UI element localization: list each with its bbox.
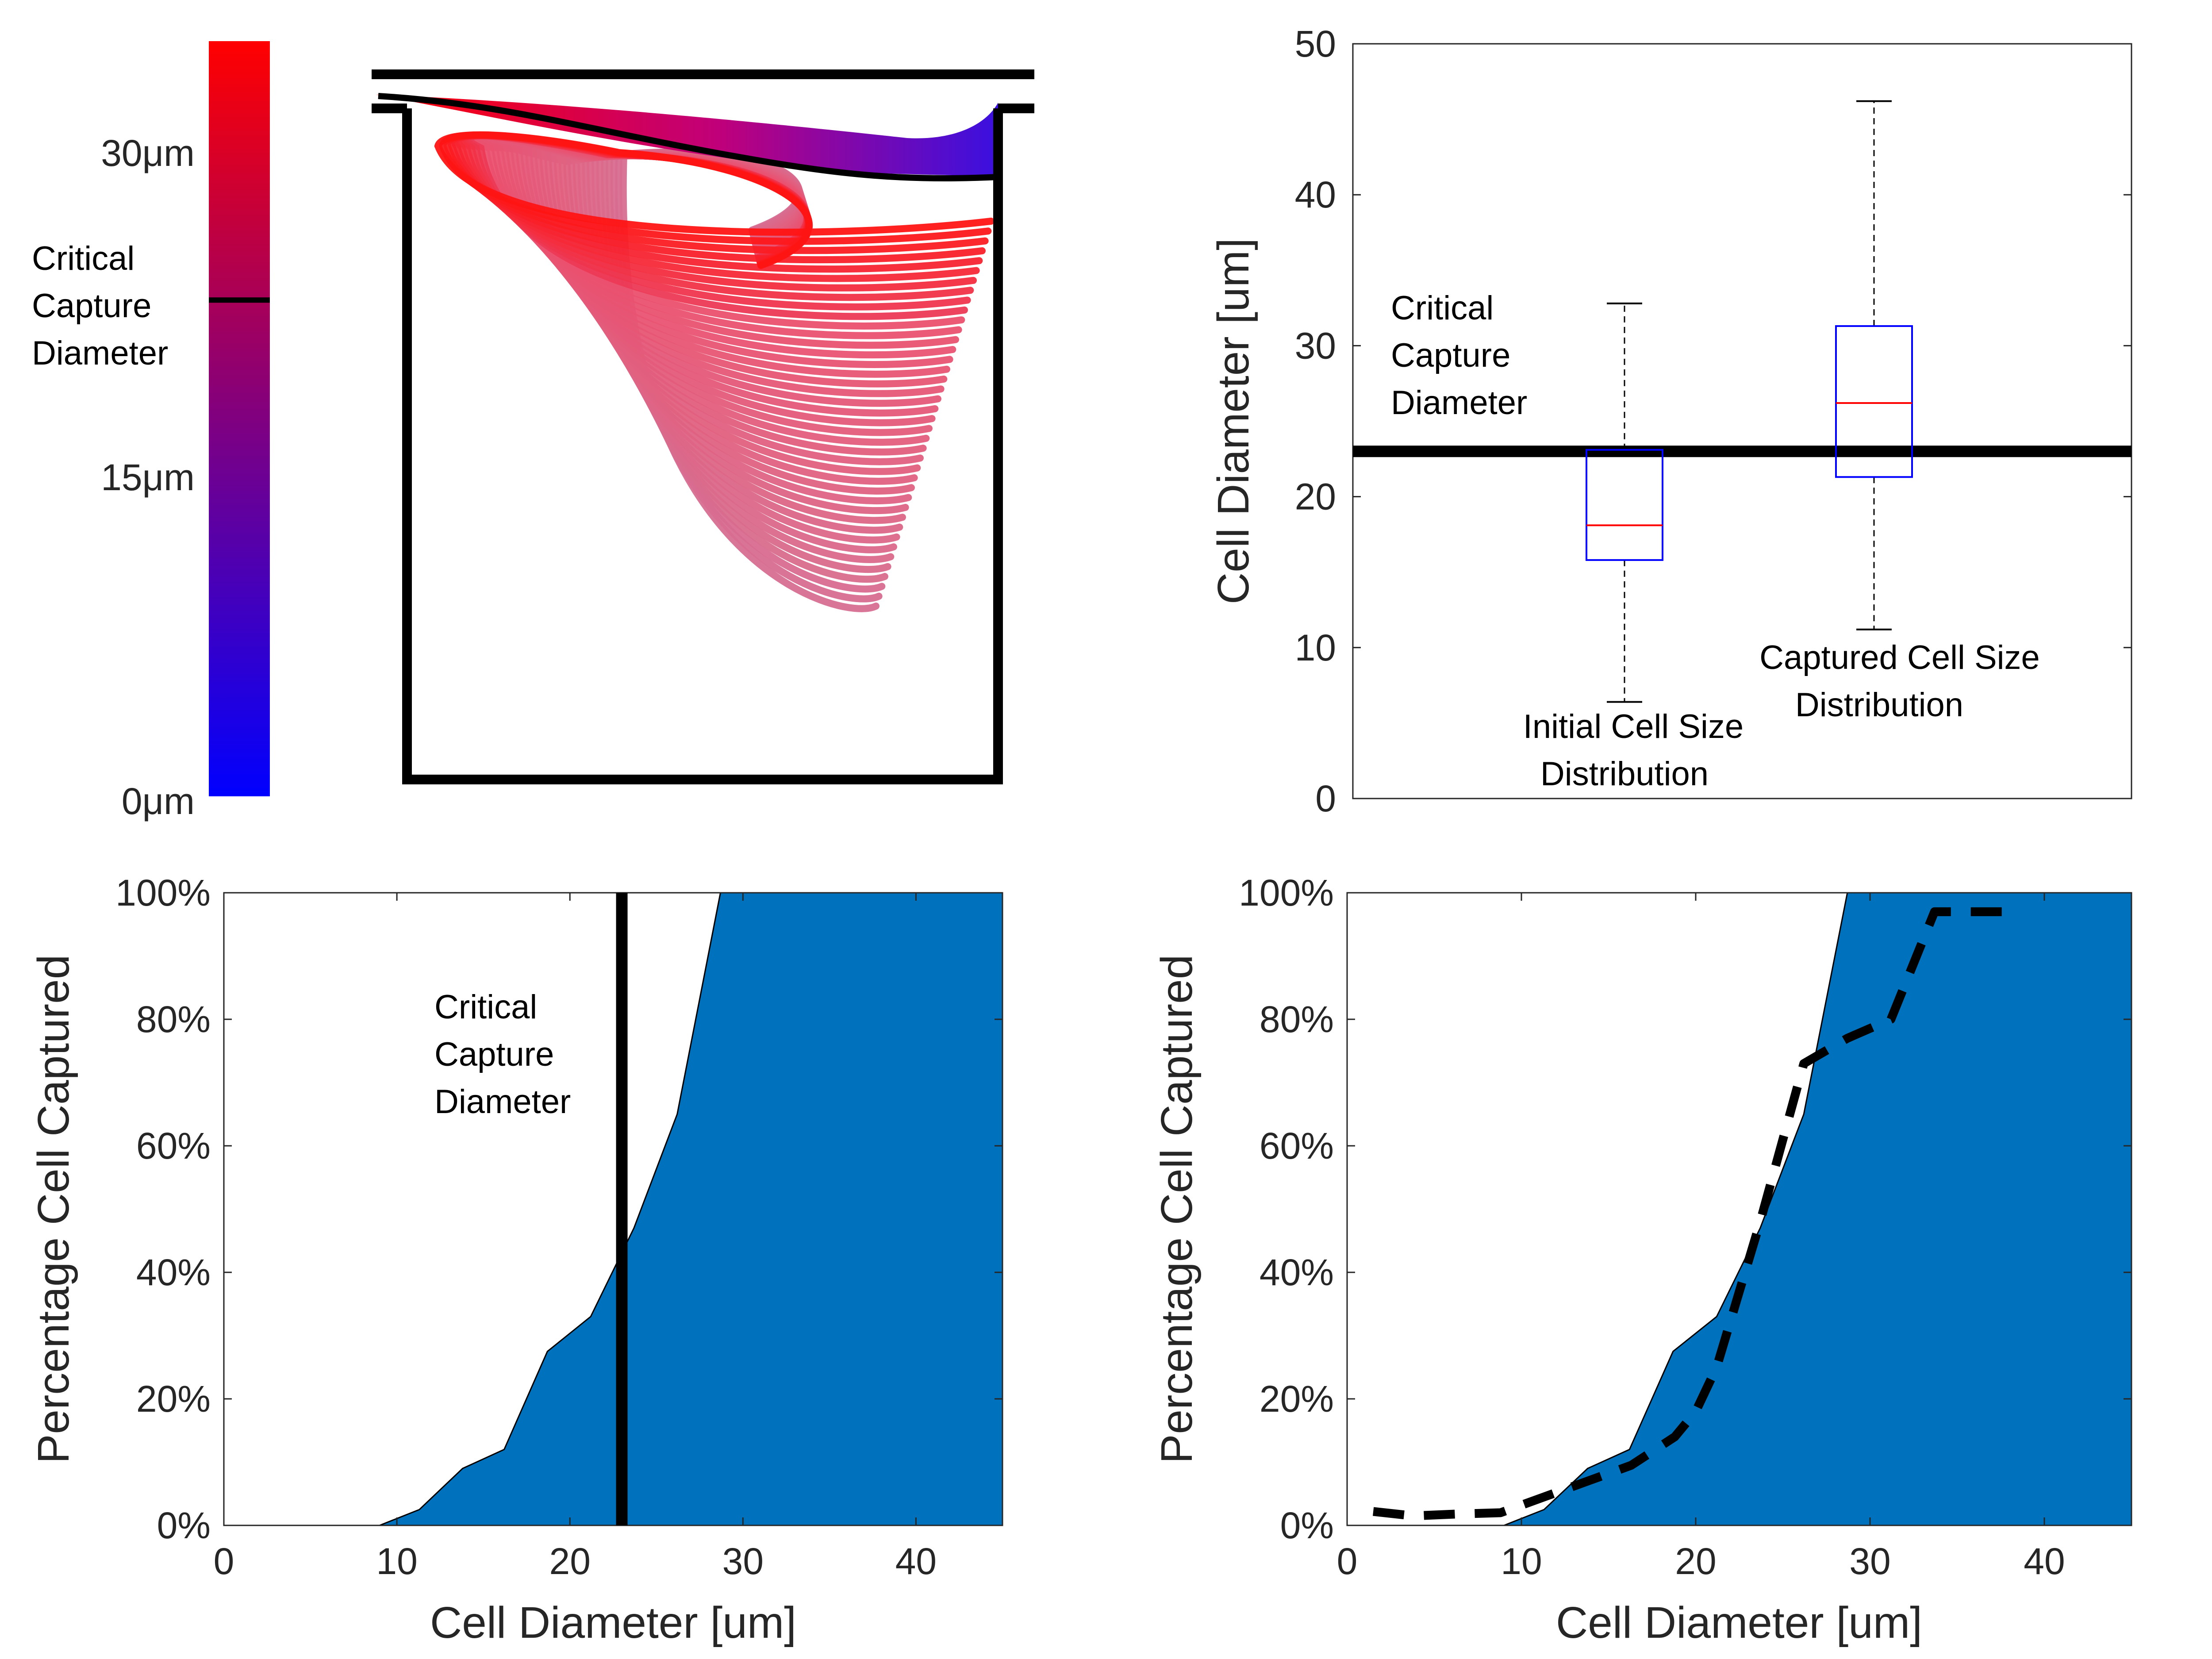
x-tick-label: 0 (214, 1540, 234, 1582)
x-tick-label: 30 (1849, 1540, 1890, 1582)
box-iqr (1835, 325, 1913, 478)
colorbar-tick-label: 15μm (101, 457, 195, 498)
x-tick-label: 0 (1337, 1540, 1358, 1582)
colorbar-annotation-line: Critical (32, 240, 134, 277)
captured-distribution-label: Captured Cell Size (1759, 639, 2040, 676)
box-captured (1835, 100, 1913, 630)
y-tick-label: 40% (1260, 1252, 1334, 1293)
x-tick-label: 20 (1675, 1540, 1716, 1582)
y-tick-label: 40% (136, 1252, 211, 1293)
y-tick-label: 100% (1239, 872, 1334, 914)
boxplot-annotation-line: Critical (1391, 289, 1494, 327)
boxplot-y-tick-label: 0 (1315, 778, 1336, 819)
y-tick-label: 60% (136, 1125, 211, 1167)
y-tick-label: 20% (136, 1378, 211, 1420)
trajectory-panel (372, 69, 1034, 784)
boxplot-y-tick-label: 30 (1295, 325, 1336, 366)
y-tick-label: 60% (1260, 1125, 1334, 1167)
trajectory-bundle (434, 131, 995, 612)
capture-area-left-panel: 0 10 20 30 40 0% 20% 40% 60% 80% 100% Cell Diamete… (29, 872, 1003, 1647)
y-tick-label: 0% (157, 1505, 211, 1546)
colorbar-annotation-line: Capture (32, 287, 151, 325)
capture-area-right-fill (1373, 892, 2132, 1526)
capture-area-right-x-axis-label: Cell Diameter [um] (1556, 1598, 1922, 1647)
capture-area-right-axes-frame (1346, 892, 2132, 1526)
boxplot-y-tick-label: 50 (1295, 23, 1336, 65)
x-tick-label: 30 (722, 1540, 764, 1582)
x-tick-label: 10 (376, 1540, 417, 1582)
initial-distribution-label: Initial Cell Size (1523, 708, 1743, 745)
trajectory-path (434, 131, 995, 269)
capture-area-left-x-axis-label: Cell Diameter [um] (430, 1598, 796, 1647)
x-tick-label: 40 (2024, 1540, 2065, 1582)
boxplot-y-axis-label: Cell Diameter [um] (1209, 238, 1258, 604)
capture-area-left-annotation-line: Diameter (434, 1083, 571, 1121)
colorbar-annotation-line: Diameter (32, 334, 168, 372)
colorbar-tick-label: 0μm (122, 780, 195, 822)
y-tick-label: 80% (1260, 998, 1334, 1040)
y-tick-label: 20% (1260, 1378, 1334, 1420)
colorbar (209, 41, 270, 796)
boxplot-y-tick-label: 10 (1295, 627, 1336, 668)
x-tick-label: 10 (1501, 1540, 1542, 1582)
y-tick-label: 80% (136, 998, 211, 1040)
colorbar-panel: 30μm 15μm 0μm Critical Capture Diameter (32, 41, 270, 822)
boxplot-y-tick-label: 20 (1295, 476, 1336, 518)
capture-area-right-panel: 0 10 20 30 40 0% 20% 40% 60% 80% 100% Cell Diamete… (1152, 872, 2132, 1647)
box-initial (1586, 302, 1663, 703)
capture-area-left-y-axis-label: Percentage Cell Captured (29, 955, 78, 1464)
capture-area-left-annotation-line: Critical (434, 988, 537, 1026)
boxplot-annotation-line: Capture (1391, 337, 1510, 374)
y-tick-label: 0% (1280, 1505, 1334, 1546)
box-iqr (1586, 449, 1663, 561)
x-tick-label: 20 (549, 1540, 591, 1582)
boxplot-y-tick-label: 40 (1295, 174, 1336, 215)
boxplot-annotation-line: Diameter (1391, 384, 1527, 422)
cavity-outline (402, 108, 1003, 784)
colorbar-tick-label: 30μm (101, 132, 195, 174)
capture-area-right-dashed-series (1373, 907, 2010, 1521)
critical-trajectory-line (378, 93, 998, 182)
x-tick-label: 40 (895, 1540, 937, 1582)
initial-distribution-label: Distribution (1540, 755, 1709, 793)
y-tick-label: 100% (115, 872, 211, 914)
capture-area-right-y-axis-label: Percentage Cell Captured (1152, 955, 1202, 1464)
capture-area-left-axes-frame (223, 892, 1003, 1526)
captured-distribution-label: Distribution (1795, 686, 1963, 724)
capture-area-left-annotation-line: Capture (434, 1036, 554, 1073)
boxplot-axes-frame (1352, 43, 2132, 799)
